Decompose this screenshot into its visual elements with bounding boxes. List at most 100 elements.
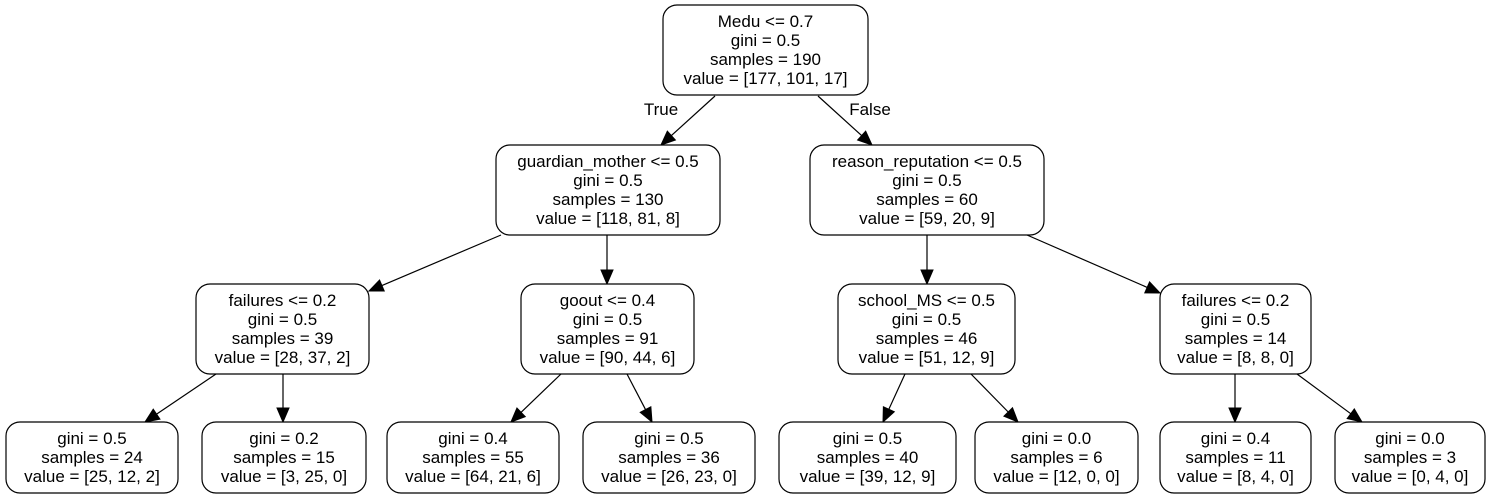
node-text-line: samples = 46 <box>876 329 978 348</box>
node-box <box>1159 283 1312 375</box>
node-text-line: gini = 0.5 <box>248 310 317 329</box>
node-text-line: samples = 3 <box>1364 448 1456 467</box>
arrowhead <box>639 406 653 424</box>
edge-n4-n10 <box>626 373 653 424</box>
node-text-line: samples = 130 <box>552 190 663 209</box>
node-text-line: school_MS <= 0.5 <box>858 291 995 310</box>
edge-n5-n11 <box>882 373 906 424</box>
node-box <box>201 421 367 494</box>
node-text-line: value = [51, 12, 9] <box>859 348 995 367</box>
node-text-line: failures <= 0.2 <box>229 291 337 310</box>
node-box <box>5 421 179 494</box>
node-text-line: reason_reputation <= 0.5 <box>832 152 1022 171</box>
node-text-line: value = [64, 21, 6] <box>405 467 541 486</box>
edge-n0-n2: False <box>817 95 891 146</box>
node-text-line: samples = 40 <box>817 448 919 467</box>
edge-line <box>381 234 502 287</box>
arrowhead <box>143 408 161 423</box>
arrowhead <box>1346 407 1364 423</box>
node-text-line: samples = 60 <box>876 190 978 209</box>
node-text-line: gini = 0.4 <box>1201 429 1270 448</box>
node-text-line: failures <= 0.2 <box>1182 291 1290 310</box>
node-text-line: value = [177, 101, 17] <box>684 69 848 88</box>
node-text-line: value = [12, 0, 0] <box>993 467 1119 486</box>
node-box <box>809 144 1045 236</box>
node-text-line: value = [25, 12, 2] <box>24 467 160 486</box>
node-text-line: samples = 24 <box>41 448 143 467</box>
edge-line <box>156 373 217 415</box>
arrowhead <box>1144 281 1162 294</box>
edge-n4-n9 <box>510 373 562 423</box>
node-box <box>974 421 1139 494</box>
edge-n1-n3 <box>367 234 502 292</box>
node-text-line: gini = 0.5 <box>1201 310 1270 329</box>
edge-n0-n1: True <box>644 95 716 146</box>
arrowhead <box>1003 406 1019 423</box>
node-text-line: samples = 190 <box>710 50 821 69</box>
node-text-line: value = [39, 12, 9] <box>800 467 936 486</box>
edge-n3-n8 <box>276 374 290 424</box>
node-text-line: gini = 0.5 <box>634 429 703 448</box>
node-text-line: Medu <= 0.7 <box>718 12 813 31</box>
edge-line <box>626 373 647 410</box>
arrowhead <box>367 279 385 292</box>
node-text-line: goout <= 0.4 <box>560 291 655 310</box>
node-box <box>195 283 370 375</box>
edge-line <box>1296 373 1352 415</box>
node-text-line: samples = 6 <box>1010 448 1102 467</box>
node-text-line: value = [0, 4, 0] <box>1352 467 1469 486</box>
node-box <box>1159 421 1312 494</box>
node-box <box>1334 421 1486 494</box>
node-text-line: value = [8, 4, 0] <box>1177 467 1294 486</box>
node-box <box>520 283 695 375</box>
edge-line <box>970 373 1009 413</box>
node-text-line: samples = 11 <box>1185 448 1285 467</box>
node-text-line: value = [90, 44, 6] <box>540 348 676 367</box>
edge-n1-n4 <box>600 235 614 286</box>
node-text-line: value = [28, 37, 2] <box>215 348 351 367</box>
edge-line <box>888 373 906 410</box>
arrowhead <box>920 269 934 286</box>
arrowhead <box>660 130 677 146</box>
node-text-line: gini = 0.5 <box>57 429 126 448</box>
arrowhead <box>600 269 614 286</box>
node-text-line: samples = 36 <box>618 448 720 467</box>
edge-n2-n5 <box>920 235 934 286</box>
node-text-line: value = [59, 20, 9] <box>859 209 995 228</box>
node-text-line: guardian_mother <= 0.5 <box>517 152 698 171</box>
edges-layer: True False <box>143 95 1364 424</box>
node-text-line: samples = 55 <box>422 448 524 467</box>
arrowhead <box>510 407 527 423</box>
edge-line <box>670 95 716 137</box>
node-text-line: gini = 0.5 <box>892 171 961 190</box>
edge-n3-n7 <box>143 373 217 423</box>
node-text-line: samples = 39 <box>232 329 334 348</box>
node-text-line: gini = 0.0 <box>1375 429 1444 448</box>
node-text-line: gini = 0.4 <box>438 429 507 448</box>
node-text-line: value = [118, 81, 8] <box>536 209 680 228</box>
node-box <box>495 144 721 236</box>
node-box <box>662 4 869 96</box>
node-box <box>582 421 756 494</box>
edge-label: True <box>644 100 678 119</box>
node-text-line: gini = 0.5 <box>573 310 642 329</box>
arrowhead <box>1228 407 1242 424</box>
node-text-line: gini = 0.2 <box>249 429 318 448</box>
node-text-line: samples = 91 <box>557 329 659 348</box>
node-text-line: gini = 0.0 <box>1022 429 1091 448</box>
node-text-line: value = [8, 8, 0] <box>1177 348 1294 367</box>
node-text-line: gini = 0.5 <box>833 429 902 448</box>
edge-n6-n14 <box>1296 373 1364 423</box>
